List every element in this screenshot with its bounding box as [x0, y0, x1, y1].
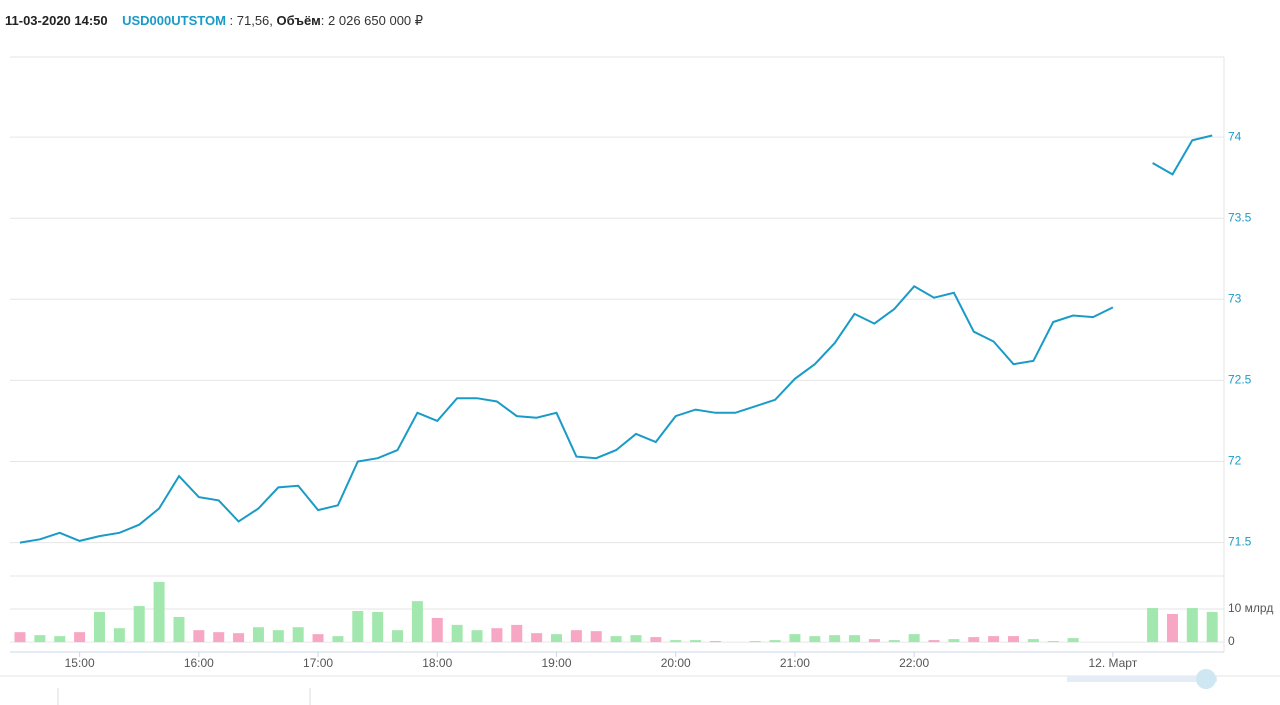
- volume-bar: [292, 627, 304, 643]
- volume-bar: [491, 628, 503, 643]
- volume-bar: [14, 632, 26, 643]
- volume: : 2 026 650 000 ₽: [320, 13, 424, 28]
- volume-bar: [908, 634, 920, 643]
- y-tick-label: 10 млрд: [1228, 601, 1273, 615]
- volume-bar: [173, 616, 185, 643]
- volume-bar: [829, 635, 841, 643]
- volume-bar: [610, 636, 622, 643]
- volume-bar: [272, 630, 284, 643]
- datetime: 11-03-2020 14:50: [5, 13, 108, 28]
- volume-bar: [34, 635, 46, 643]
- volume-bar: [511, 624, 523, 643]
- y-tick-label: 71.5: [1228, 535, 1252, 549]
- x-tick-label: 21:00: [780, 656, 810, 670]
- volume-bar: [1008, 636, 1019, 643]
- y-tick-label: 73.5: [1228, 210, 1252, 224]
- price-line: [19, 134, 1213, 544]
- volume-bar: [352, 611, 364, 643]
- x-tick-label: 22:00: [899, 656, 929, 670]
- volume-bar: [670, 640, 682, 643]
- y-tick-label: 73: [1228, 291, 1242, 305]
- volume-bar: [451, 624, 463, 643]
- x-tick-label: 15:00: [65, 656, 95, 670]
- x-tick-label: 19:00: [541, 656, 571, 670]
- y-tick-label: 72.5: [1228, 373, 1252, 387]
- volume-bar: [968, 637, 980, 643]
- volume-bar: [590, 631, 602, 643]
- volume-bar: [749, 641, 761, 643]
- header: 11-03-2020 14:50 USD000UTSTOM : 71,56, О…: [5, 13, 423, 29]
- x-tick-label: 16:00: [184, 656, 214, 670]
- volume-bar: [133, 606, 145, 643]
- volume-bar: [550, 634, 562, 643]
- y-tick-label: 0: [1228, 634, 1235, 648]
- x-tick-label: 12. Март: [1088, 656, 1137, 670]
- y-tick-label: 74: [1228, 129, 1242, 143]
- navigator-window[interactable]: [1067, 676, 1217, 682]
- volume-bar: [570, 630, 582, 643]
- volume-bar: [431, 617, 443, 643]
- volume-bar: [411, 601, 423, 643]
- volume-bar: [1166, 613, 1178, 643]
- x-tick-label: 18:00: [422, 656, 452, 670]
- x-tick-label: 20:00: [661, 656, 691, 670]
- volume-bar: [1186, 608, 1198, 643]
- volume-bar: [809, 636, 821, 643]
- volume-bar: [252, 627, 264, 643]
- price: : 71,56,: [225, 13, 277, 28]
- volume-bar: [1206, 612, 1218, 643]
- volume-bar: [531, 633, 543, 643]
- volume-bar: [769, 640, 781, 643]
- volume-bar: [690, 640, 702, 643]
- volume-bar: [1067, 638, 1079, 643]
- volume-bar: [928, 640, 940, 643]
- volume-bar: [630, 635, 642, 643]
- volume-bar: [789, 634, 801, 643]
- volume-bar: [1147, 608, 1159, 643]
- volume-bar: [193, 630, 205, 643]
- volume-bar: [113, 628, 125, 643]
- volume-bar: [849, 635, 861, 643]
- volume-bar: [332, 636, 344, 643]
- volume-bar: [650, 637, 662, 643]
- ticker[interactable]: USD000UTSTOM: [122, 13, 226, 28]
- volume-bar: [1027, 639, 1039, 643]
- volume-bar: [213, 632, 225, 643]
- volume-bar: [471, 630, 483, 643]
- volume-bar: [153, 581, 165, 643]
- volume-bar: [312, 634, 324, 643]
- volume-bar: [54, 636, 66, 643]
- volume-bar: [709, 641, 721, 643]
- volume-bar: [233, 633, 245, 643]
- volume-bar: [868, 639, 880, 643]
- volume-bar: [392, 630, 404, 643]
- volume-bar: [93, 612, 105, 643]
- volume-bar: [988, 636, 1000, 643]
- scroll-button[interactable]: [1196, 669, 1216, 689]
- x-tick-label: 17:00: [303, 656, 333, 670]
- y-tick-label: 72: [1228, 454, 1242, 468]
- volume-label: Объём: [276, 13, 321, 28]
- volume-bar: [74, 632, 86, 643]
- volume-bar: [372, 612, 384, 643]
- volume-bar: [948, 639, 960, 643]
- volume-bar: [888, 640, 900, 643]
- volume-bar: [1047, 641, 1059, 643]
